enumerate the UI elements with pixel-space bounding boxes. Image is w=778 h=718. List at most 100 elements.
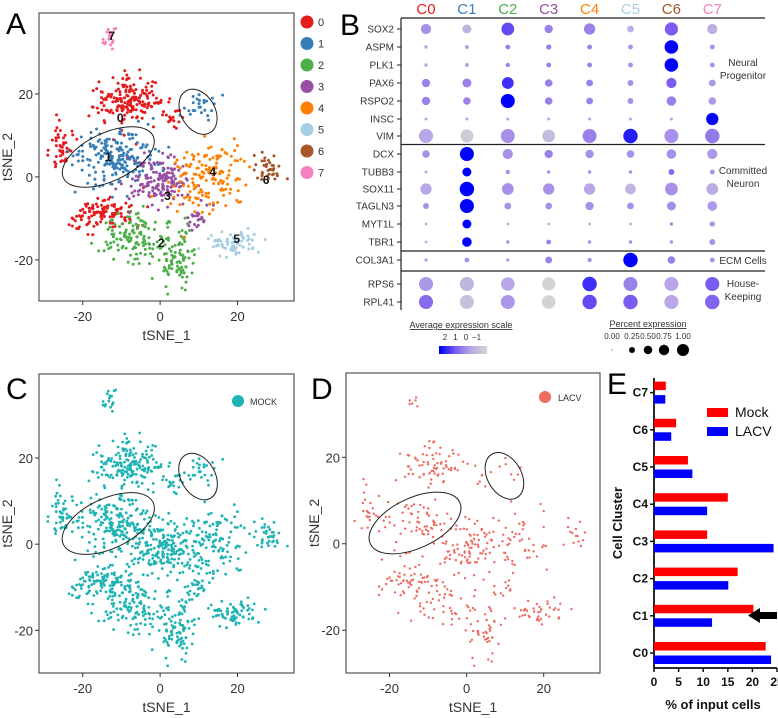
- data-point: [178, 273, 182, 277]
- data-point: [207, 118, 210, 122]
- data-point: [125, 476, 129, 479]
- data-point: [215, 154, 219, 158]
- data-point: [490, 660, 493, 663]
- data-point: [125, 531, 129, 535]
- data-point: [377, 585, 381, 588]
- data-point: [443, 522, 446, 525]
- data-point: [209, 603, 213, 607]
- data-point: [127, 590, 131, 594]
- data-point: [136, 528, 139, 532]
- data-point: [143, 589, 146, 593]
- data-point: [499, 592, 503, 595]
- data-point: [130, 599, 134, 602]
- data-point: [126, 467, 129, 471]
- data-point: [251, 617, 254, 621]
- data-point: [108, 518, 112, 521]
- data-point: [535, 618, 539, 622]
- data-point: [170, 545, 174, 549]
- data-point: [398, 452, 402, 455]
- data-point: [481, 552, 484, 555]
- data-point: [504, 586, 508, 590]
- data-point: [156, 551, 160, 555]
- data-point: [219, 536, 223, 540]
- data-point: [194, 564, 197, 568]
- data-point: [528, 556, 531, 559]
- data-point: [132, 447, 136, 450]
- data-point: [108, 396, 111, 400]
- data-point: [113, 504, 116, 508]
- data-point: [476, 482, 479, 486]
- data-point: [139, 458, 143, 461]
- data-point: [263, 607, 267, 611]
- data-point: [100, 96, 103, 100]
- data-point: [132, 159, 136, 163]
- group-label: Progenitor: [720, 71, 767, 82]
- data-point: [433, 608, 436, 611]
- data-point: [170, 543, 173, 547]
- data-point: [548, 615, 551, 618]
- data-point: [225, 255, 228, 259]
- data-point: [175, 578, 179, 582]
- data-point: [104, 140, 108, 144]
- data-point: [165, 545, 168, 548]
- data-point: [73, 219, 77, 223]
- data-point: [107, 37, 111, 41]
- data-point: [130, 559, 134, 563]
- data-point: [112, 96, 116, 100]
- data-point: [75, 214, 79, 218]
- data-point: [152, 537, 155, 541]
- data-point: [219, 239, 223, 243]
- data-point: [554, 607, 557, 610]
- data-point: [105, 30, 109, 34]
- data-point: [108, 215, 112, 219]
- data-point: [186, 585, 190, 588]
- data-point: [217, 182, 221, 186]
- data-point: [475, 561, 479, 564]
- data-point: [101, 209, 105, 213]
- data-point: [427, 486, 430, 489]
- color-legend-gradient-step: [475, 346, 478, 354]
- data-point: [112, 460, 116, 464]
- data-point: [188, 598, 191, 602]
- data-point: [102, 484, 106, 488]
- data-point: [414, 565, 417, 569]
- data-point: [192, 248, 196, 252]
- data-point: [552, 608, 555, 612]
- data-point: [111, 605, 115, 608]
- data-point: [75, 153, 79, 157]
- data-point: [492, 545, 495, 549]
- data-point: [142, 606, 146, 610]
- data-point: [433, 472, 436, 475]
- data-point: [155, 240, 159, 244]
- data-point: [104, 210, 108, 213]
- data-point: [119, 212, 123, 215]
- data-point: [165, 640, 169, 644]
- data-point: [176, 193, 180, 197]
- data-point: [192, 183, 196, 187]
- data-point: [410, 530, 413, 533]
- data-point: [268, 535, 272, 538]
- data-point: [460, 554, 464, 557]
- data-point: [118, 525, 122, 529]
- data-point: [198, 105, 202, 109]
- data-point: [506, 555, 509, 559]
- data-point: [102, 104, 106, 108]
- data-point: [408, 402, 411, 406]
- data-point: [254, 530, 258, 533]
- data-point: [58, 149, 62, 152]
- data-point: [151, 255, 154, 259]
- data-point: [439, 562, 442, 565]
- data-point: [137, 585, 141, 589]
- data-point: [228, 559, 232, 563]
- data-point: [497, 519, 500, 522]
- data-point: [88, 158, 92, 162]
- data-point: [198, 526, 201, 530]
- data-point: [115, 473, 119, 476]
- data-point: [156, 184, 160, 188]
- data-point: [174, 126, 178, 130]
- data-point: [183, 564, 186, 568]
- color-legend-gradient-step: [443, 346, 446, 354]
- data-point: [134, 133, 138, 137]
- data-point: [407, 454, 411, 457]
- data-point: [267, 158, 270, 162]
